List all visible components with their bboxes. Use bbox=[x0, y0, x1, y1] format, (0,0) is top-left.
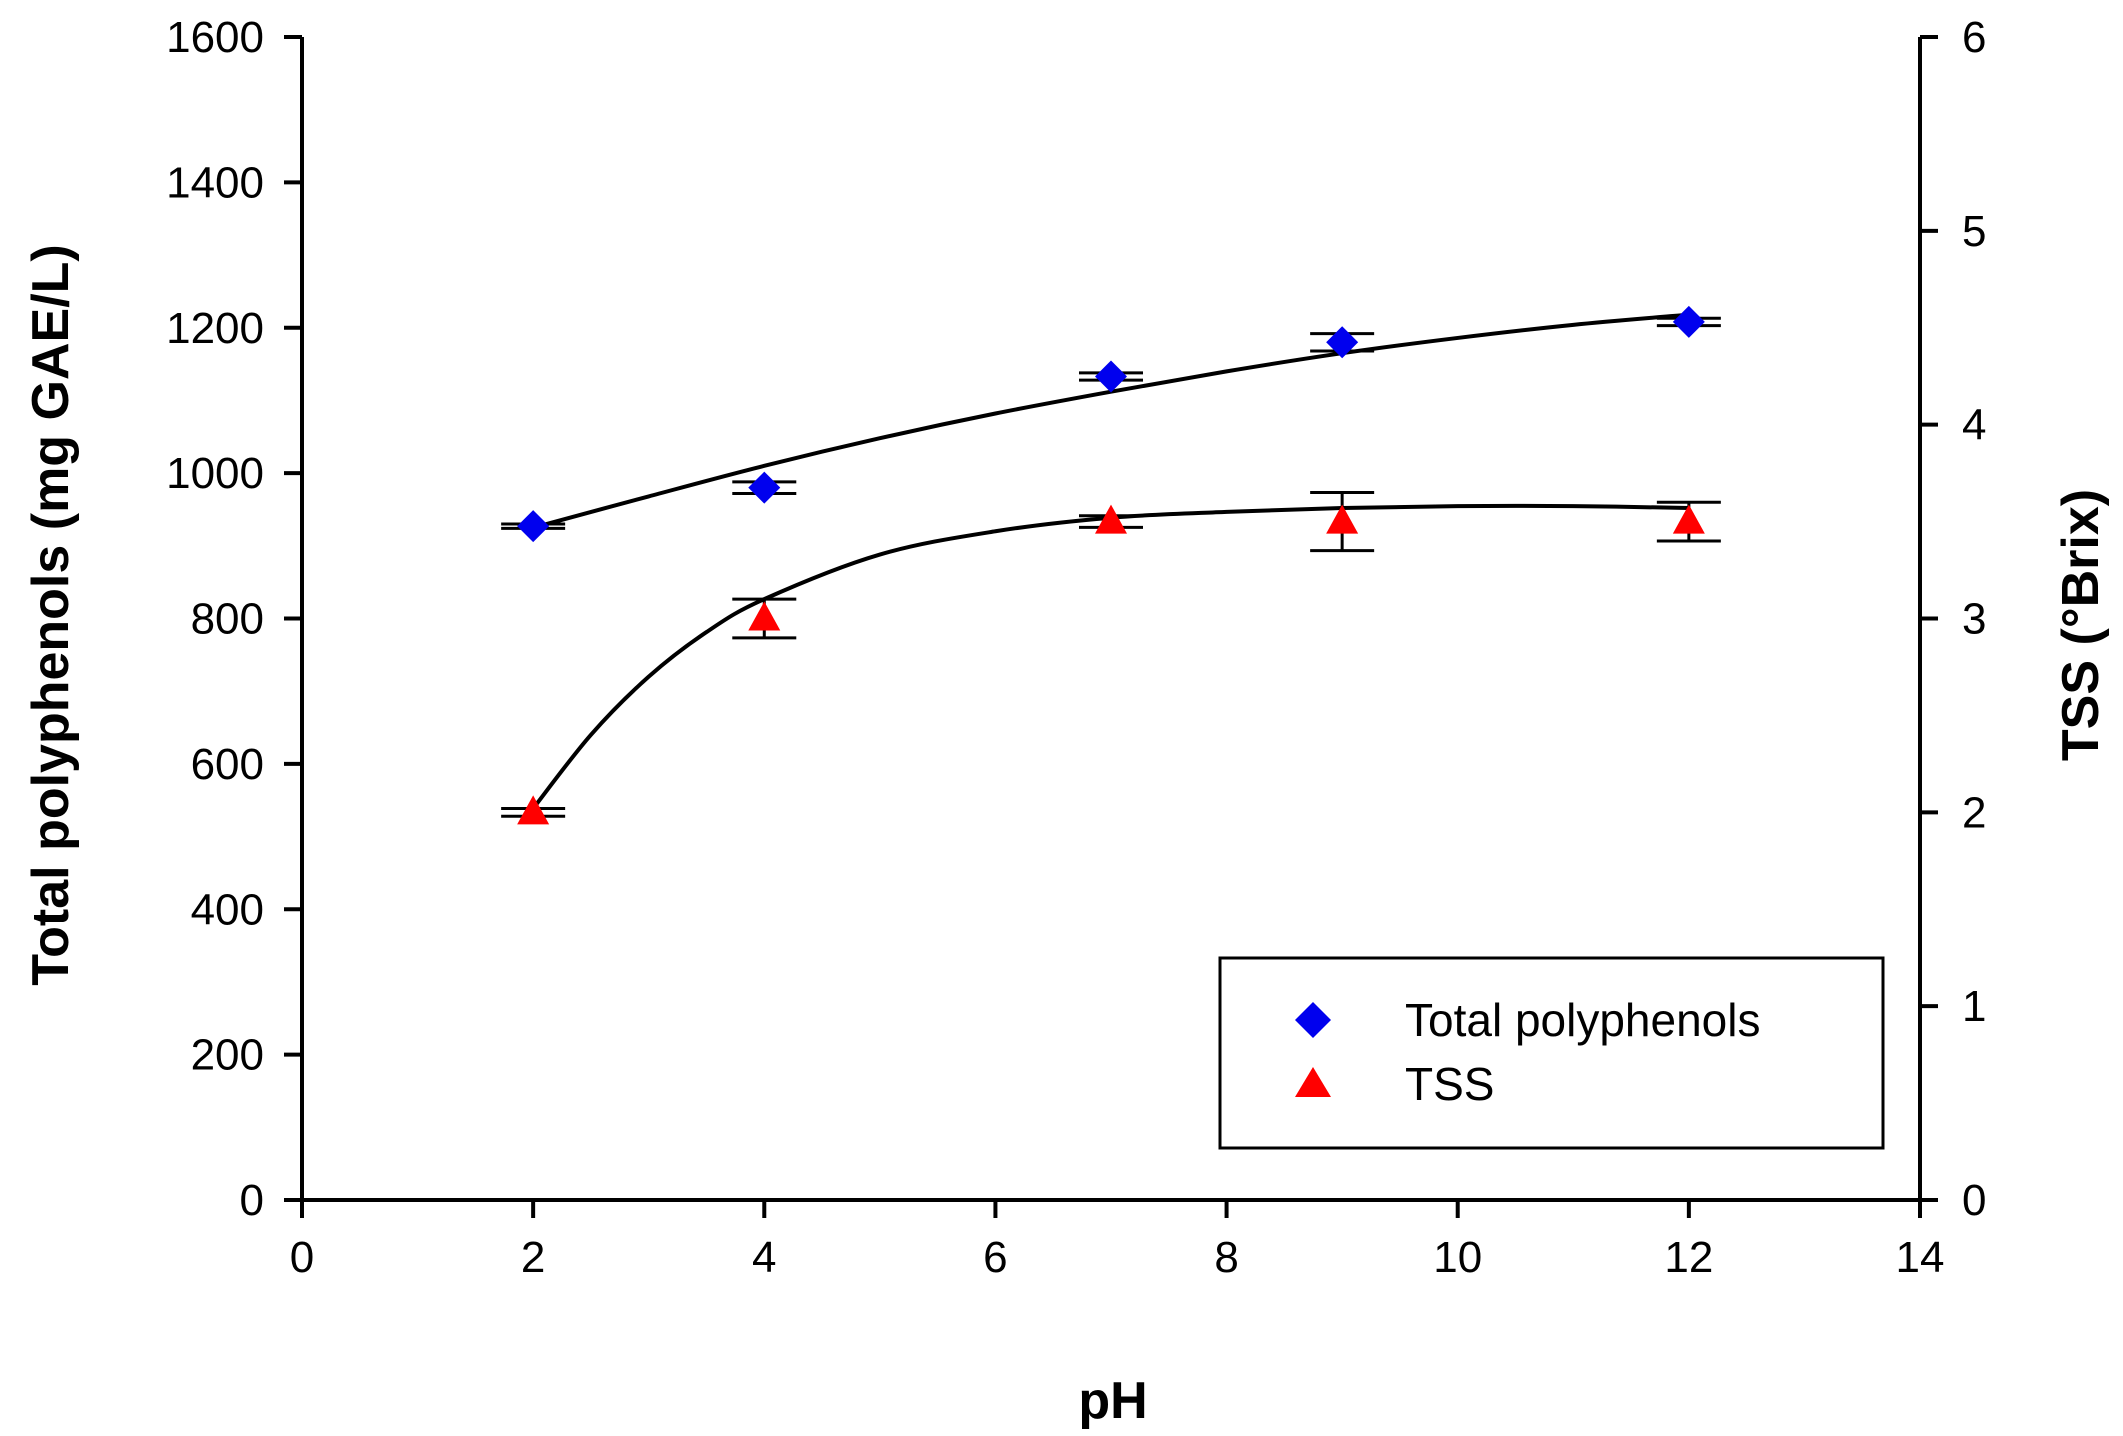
x-tick-label: 4 bbox=[752, 1233, 776, 1282]
legend-label-total-polyphenols: Total polyphenols bbox=[1405, 994, 1760, 1046]
y-tick-label: 800 bbox=[191, 595, 264, 644]
y-tick-label: 400 bbox=[191, 885, 264, 934]
fit-curve-tss bbox=[531, 503, 1689, 810]
x-tick-label: 2 bbox=[521, 1233, 545, 1282]
y2-tick-label: 0 bbox=[1962, 1176, 1986, 1225]
y2-tick-label: 2 bbox=[1962, 788, 1986, 837]
x-tick-label: 14 bbox=[1896, 1233, 1945, 1282]
point-total-polyphenols bbox=[517, 510, 550, 543]
tick-labels: 0 2 4 6 8 10 12 1402004006008001000120014001600… bbox=[166, 13, 1986, 1282]
legend-marker-total-polyphenols bbox=[1295, 1002, 1331, 1038]
x-tick-label: 10 bbox=[1433, 1233, 1482, 1282]
y-tick-label: 1000 bbox=[166, 449, 264, 498]
y-tick-label: 1600 bbox=[166, 13, 264, 62]
point-total-polyphenols bbox=[748, 471, 781, 504]
axes bbox=[284, 35, 1938, 1218]
y2-tick-label: 4 bbox=[1962, 401, 1986, 450]
point-tss bbox=[748, 601, 781, 631]
y-tick-label: 0 bbox=[240, 1176, 264, 1225]
y-tick-label: 1400 bbox=[166, 158, 264, 207]
legend-box bbox=[1218, 956, 1885, 1150]
point-total-polyphenols bbox=[1095, 360, 1127, 393]
legend: Total polyphenols TSS bbox=[1218, 956, 1885, 1150]
x-axis-title: pH bbox=[1078, 1372, 1147, 1430]
legend-label-tss: TSS bbox=[1405, 1058, 1494, 1110]
x-tick-label: 6 bbox=[983, 1233, 1007, 1282]
y-tick-label: 200 bbox=[191, 1031, 264, 1080]
point-tss bbox=[1095, 504, 1127, 534]
x-tick-label: 12 bbox=[1664, 1233, 1713, 1282]
y2-tick-label: 6 bbox=[1962, 13, 1986, 62]
y-tick-label: 1200 bbox=[166, 304, 264, 353]
point-tss bbox=[1326, 504, 1359, 534]
y-axis-title: Total polyphenols (mg GAE/L) bbox=[22, 244, 80, 985]
x-tick-label: 8 bbox=[1214, 1233, 1238, 1282]
y2-tick-label: 5 bbox=[1962, 207, 1986, 256]
y2-axis-title: TSS (°Brix) bbox=[2052, 489, 2110, 761]
point-total-polyphenols bbox=[1672, 305, 1705, 338]
point-total-polyphenols bbox=[1326, 326, 1359, 359]
point-tss bbox=[1672, 504, 1705, 534]
x-tick-label: 0 bbox=[290, 1233, 314, 1282]
fit-curve-total-polyphenols bbox=[532, 312, 1690, 530]
y2-tick-label: 1 bbox=[1962, 982, 1986, 1031]
y-tick-label: 600 bbox=[191, 740, 264, 789]
data-points bbox=[517, 305, 1705, 825]
y2-tick-label: 3 bbox=[1962, 595, 1986, 644]
point-tss bbox=[517, 795, 550, 825]
legend-marker-tss bbox=[1295, 1067, 1331, 1097]
